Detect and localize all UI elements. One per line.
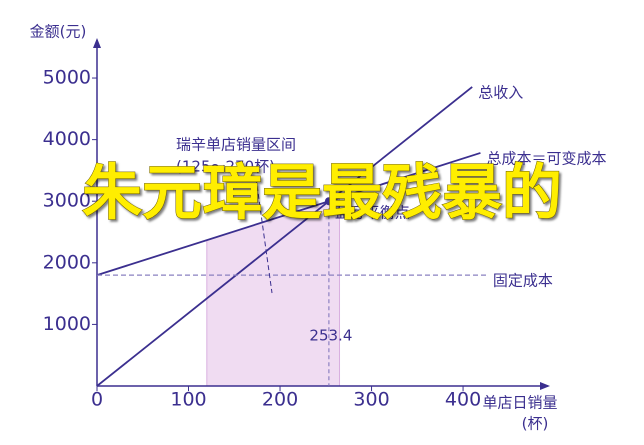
break-even-label: 盈亏平衡点 xyxy=(335,204,410,222)
x-tick-label: 400 xyxy=(445,389,481,411)
x-tick-label: 100 xyxy=(170,389,206,411)
break-even-value: 253.4 xyxy=(309,327,352,345)
x-tick-label: 200 xyxy=(262,389,298,411)
x-axis-label: (杯) xyxy=(522,415,549,433)
series-label: 固定成本 xyxy=(493,272,553,290)
overlay-text: 朱元璋是最残暴的 xyxy=(82,159,562,229)
y-tick-label: 2000 xyxy=(43,251,91,273)
x-axis-label: 单店日销量 xyxy=(482,394,557,412)
y-tick-label: 1000 xyxy=(43,313,91,335)
band-label: 瑞辛单店销量区间 xyxy=(176,136,296,154)
series-label: 总成本＝可变成本 xyxy=(486,149,606,167)
y-axis-arrow xyxy=(93,38,101,48)
x-tick-label: 0 xyxy=(91,389,103,411)
y-tick-label: 4000 xyxy=(43,128,91,150)
x-tick-label: 300 xyxy=(353,389,389,411)
band-leader xyxy=(255,177,273,294)
series-label: 总收入 xyxy=(478,83,523,101)
series-line xyxy=(96,152,481,276)
y-tick-label: 3000 xyxy=(43,190,91,212)
y-tick-label: 5000 xyxy=(43,67,91,89)
band-sublabel: (125～270杯) xyxy=(176,158,275,176)
y-axis-label: 金额(元) xyxy=(30,23,87,41)
x-axis-arrow xyxy=(540,382,550,390)
series-line xyxy=(96,86,473,387)
break-even-point xyxy=(324,197,333,206)
